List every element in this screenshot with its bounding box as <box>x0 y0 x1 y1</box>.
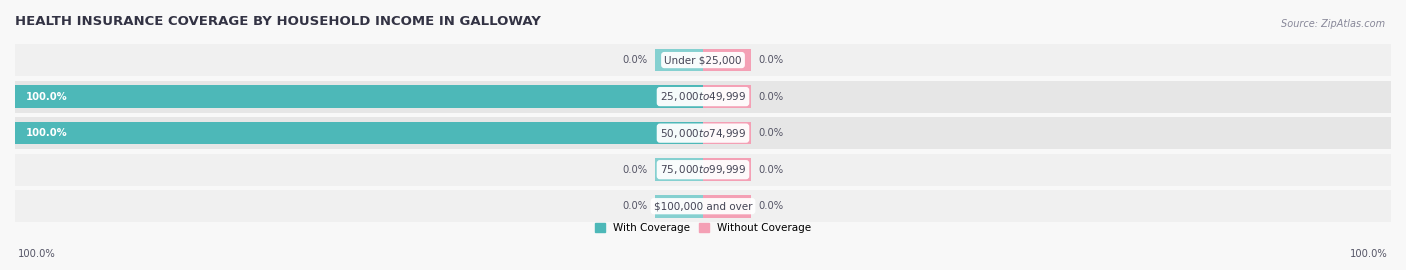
Text: 0.0%: 0.0% <box>758 55 783 65</box>
Bar <box>8 44 1398 76</box>
Text: 0.0%: 0.0% <box>758 165 783 175</box>
Text: $25,000 to $49,999: $25,000 to $49,999 <box>659 90 747 103</box>
Bar <box>703 158 751 181</box>
Text: $50,000 to $74,999: $50,000 to $74,999 <box>659 127 747 140</box>
Text: $100,000 and over: $100,000 and over <box>654 201 752 211</box>
Bar <box>703 49 751 71</box>
Text: 0.0%: 0.0% <box>758 128 783 138</box>
Bar <box>655 49 703 71</box>
Bar <box>703 195 751 218</box>
Text: 0.0%: 0.0% <box>623 201 648 211</box>
Bar <box>703 85 751 108</box>
Text: Under $25,000: Under $25,000 <box>664 55 742 65</box>
Text: 100.0%: 100.0% <box>1350 249 1388 259</box>
Bar <box>8 80 1398 113</box>
Text: 0.0%: 0.0% <box>623 165 648 175</box>
Bar <box>15 85 703 108</box>
Bar <box>8 190 1398 222</box>
Legend: With Coverage, Without Coverage: With Coverage, Without Coverage <box>591 219 815 237</box>
Text: 100.0%: 100.0% <box>25 128 67 138</box>
Text: 100.0%: 100.0% <box>25 92 67 102</box>
Text: 100.0%: 100.0% <box>18 249 56 259</box>
Text: $75,000 to $99,999: $75,000 to $99,999 <box>659 163 747 176</box>
Text: Source: ZipAtlas.com: Source: ZipAtlas.com <box>1281 19 1385 29</box>
Bar <box>8 154 1398 186</box>
Bar <box>15 122 703 144</box>
Bar <box>655 158 703 181</box>
Text: 0.0%: 0.0% <box>758 201 783 211</box>
Bar <box>655 195 703 218</box>
Text: HEALTH INSURANCE COVERAGE BY HOUSEHOLD INCOME IN GALLOWAY: HEALTH INSURANCE COVERAGE BY HOUSEHOLD I… <box>15 15 541 28</box>
Text: 0.0%: 0.0% <box>623 55 648 65</box>
Bar <box>8 117 1398 149</box>
Bar <box>703 122 751 144</box>
Text: 0.0%: 0.0% <box>758 92 783 102</box>
